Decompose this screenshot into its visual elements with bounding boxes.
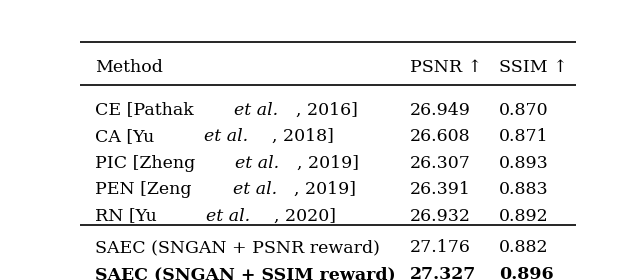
Text: PSNR ↑: PSNR ↑ xyxy=(410,59,482,76)
Text: SAEC (SNGAN + SSIM reward): SAEC (SNGAN + SSIM reward) xyxy=(95,266,396,280)
Text: 26.608: 26.608 xyxy=(410,128,470,145)
Text: RN [Yu: RN [Yu xyxy=(95,207,162,225)
Text: , 2016]: , 2016] xyxy=(296,102,358,118)
Text: 27.327: 27.327 xyxy=(410,266,476,280)
Text: 27.176: 27.176 xyxy=(410,239,470,256)
Text: , 2018]: , 2018] xyxy=(272,128,334,145)
Text: 0.896: 0.896 xyxy=(499,266,554,280)
Text: CA [Yu: CA [Yu xyxy=(95,128,159,145)
Text: 0.882: 0.882 xyxy=(499,239,548,256)
Text: et al.: et al. xyxy=(236,155,280,172)
Text: 0.892: 0.892 xyxy=(499,207,549,225)
Text: 0.893: 0.893 xyxy=(499,155,549,172)
Text: 0.871: 0.871 xyxy=(499,128,548,145)
Text: , 2019]: , 2019] xyxy=(294,181,356,198)
Text: 0.883: 0.883 xyxy=(499,181,548,198)
Text: 26.949: 26.949 xyxy=(410,102,470,118)
Text: PEN [Zeng: PEN [Zeng xyxy=(95,181,197,198)
Text: et al.: et al. xyxy=(205,207,250,225)
Text: , 2020]: , 2020] xyxy=(273,207,335,225)
Text: CE [Pathak: CE [Pathak xyxy=(95,102,199,118)
Text: SAEC (SNGAN + PSNR reward): SAEC (SNGAN + PSNR reward) xyxy=(95,239,380,256)
Text: PIC [Zheng: PIC [Zheng xyxy=(95,155,200,172)
Text: 0.870: 0.870 xyxy=(499,102,548,118)
Text: et al.: et al. xyxy=(204,128,248,145)
Text: 26.932: 26.932 xyxy=(410,207,471,225)
Text: 26.307: 26.307 xyxy=(410,155,470,172)
Text: et al.: et al. xyxy=(232,181,276,198)
Text: SSIM ↑: SSIM ↑ xyxy=(499,59,568,76)
Text: , 2019]: , 2019] xyxy=(297,155,358,172)
Text: Method: Method xyxy=(95,59,163,76)
Text: et al.: et al. xyxy=(234,102,278,118)
Text: 26.391: 26.391 xyxy=(410,181,470,198)
